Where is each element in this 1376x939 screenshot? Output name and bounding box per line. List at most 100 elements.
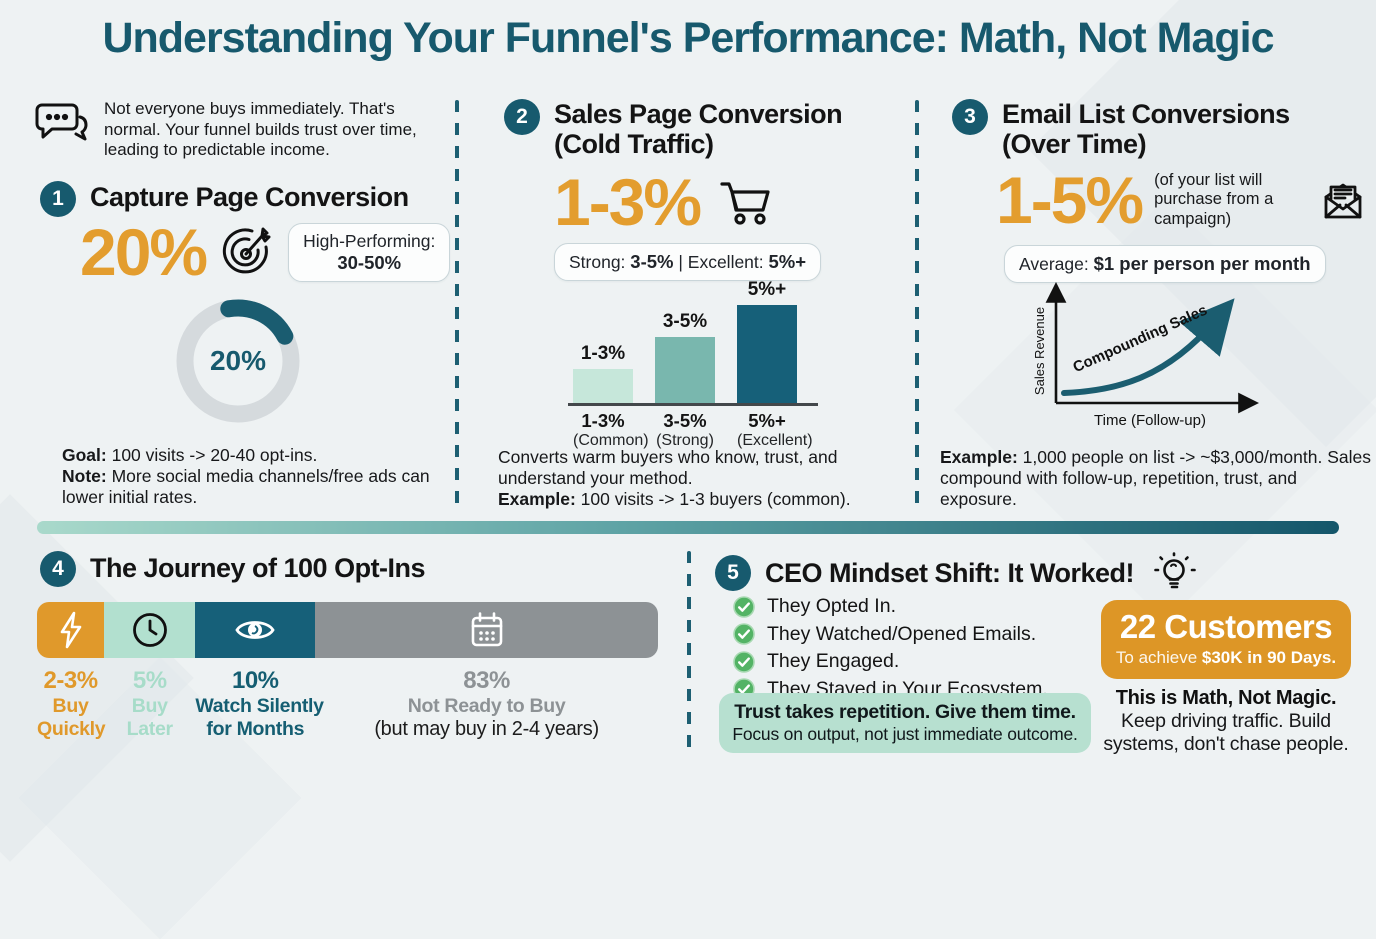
bar-group: 1-3% (573, 343, 633, 403)
metric-value: 1-5% (996, 163, 1144, 237)
journey-label: Quickly (37, 718, 106, 740)
journey-pct: 5% (132, 667, 167, 694)
check-icon (733, 623, 755, 645)
journey-segment (104, 602, 196, 658)
result-title: 22 Customers (1119, 608, 1333, 645)
example-label: Example: (498, 489, 576, 509)
checklist-item-text: They Opted In. (767, 595, 896, 617)
section-number-badge: 1 (40, 181, 76, 217)
heading-line-1: Sales Page Conversion (554, 99, 843, 129)
category-range: 5%+ (748, 410, 786, 431)
goal-note-text: Goal: 100 visits -> 20-40 opt-ins. Note:… (62, 445, 456, 508)
calendar-icon (468, 610, 506, 650)
example-text: 1,000 people on list -> ~$3,000/month. S… (940, 447, 1371, 509)
benchmark-badge: Strong: 3-5% | Excellent: 5%+ (554, 243, 822, 281)
journey-label-group: 5% Buy Later (104, 667, 195, 742)
intro-text: Not everyone buys immediately. That's no… (104, 99, 417, 160)
donut-arc (176, 299, 300, 423)
journey-pct: 83% (463, 667, 510, 694)
donut-chart: 20% (172, 295, 304, 427)
metric-value: 1-3% (554, 165, 702, 239)
note-label: Note: (62, 466, 107, 486)
tip-line-1: Trust takes repetition. Give them time. (734, 701, 1076, 723)
column-divider (915, 100, 919, 508)
shopping-cart-icon (718, 176, 776, 228)
category-tier: (Strong) (656, 432, 714, 449)
bar-value-label: 5%+ (747, 279, 787, 300)
bar-group: 3-5% (655, 311, 715, 403)
email-envelope-icon (1318, 177, 1368, 223)
check-icon (733, 595, 755, 618)
category-tier: (Common) (573, 432, 649, 449)
section-sales-page-conversion: 2 Sales Page Conversion (Cold Traffic) 1… (492, 95, 914, 517)
example-label: Example: (940, 447, 1018, 467)
trust-tip-box: Trust takes repetition. Give them time. … (719, 693, 1091, 753)
benchmark-text: Strong: (569, 252, 631, 272)
section-journey-of-opt-ins: 4 The Journey of 100 Opt-Ins (37, 543, 662, 765)
category-tier: (Excellent) (737, 432, 813, 449)
conversion-bar (573, 369, 633, 403)
conversion-bar (737, 305, 797, 403)
bar-value-label: 3-5% (662, 311, 708, 332)
journey-label: Buy (52, 695, 89, 717)
journey-pct: 10% (231, 667, 279, 694)
result-subtitle-bold: $30K in 90 Days. (1201, 647, 1337, 667)
note-text: More social media channels/free ads can … (62, 466, 430, 507)
journey-segment (195, 602, 316, 658)
closing-text: Keep driving traffic. Build systems, don… (1103, 710, 1349, 756)
benchmark-range: 30-50% (337, 251, 402, 273)
metric-side-note: (of your list will purchase from a campa… (1154, 171, 1274, 228)
benchmark-bold: 3-5% (630, 251, 674, 272)
journey-label: for Months (206, 718, 305, 740)
journey-label-group: 2-3% Buy Quickly (37, 667, 106, 742)
benchmark-text: | Excellent: (673, 252, 769, 272)
journey-pct: 2-3% (43, 667, 99, 694)
goal-text: 100 visits -> 20-40 opt-ins. (106, 445, 318, 465)
journey-stacked-bar (37, 602, 658, 658)
section-ceo-mindset-shift: 5 CEO Mindset Shift: It Worked! They Opt… (705, 543, 1365, 765)
x-axis-line (568, 403, 818, 406)
journey-label: (but may buy in 2-4 years) (374, 718, 599, 740)
section-capture-page-conversion: Not everyone buys immediately. That's no… (30, 95, 451, 517)
section-number-badge: 5 (715, 555, 751, 591)
journey-label: Watch Silently (195, 695, 324, 717)
mindset-checklist: They Opted In. They Watched/Opened Email… (733, 595, 1048, 701)
closing-statement: This is Math, Not Magic. Keep driving tr… (1096, 687, 1356, 757)
bar-category-label: 5%+ (Excellent) (737, 410, 813, 450)
section-divider-bar (37, 521, 1339, 534)
bar-category-label: 3-5% (Strong) (655, 410, 715, 450)
benchmark-bold: $1 per person per month (1093, 253, 1311, 274)
benchmark-badge: Average: $1 per person per month (1004, 245, 1326, 283)
benchmark-badge: High-Performing: 30-50% (288, 222, 451, 282)
journey-label: Not Ready to Buy (407, 695, 566, 717)
journey-label: Later (126, 718, 173, 740)
tip-line-2: Focus on output, not just immediate outc… (732, 724, 1078, 744)
section-heading: The Journey of 100 Opt-Ins (90, 553, 426, 583)
metric-value: 20% (80, 215, 208, 289)
benchmark-label: High-Performing: (303, 230, 436, 251)
curve-annotation: Compounding Sales (1070, 302, 1209, 377)
checklist-item: They Engaged. (733, 650, 1048, 673)
compounding-sales-chart: Sales Revenue Time (Follow-up) Compoundi… (1030, 281, 1270, 439)
journey-segment (37, 602, 105, 658)
closing-bold-line: This is Math, Not Magic. (1115, 687, 1337, 709)
check-icon (733, 650, 755, 673)
checklist-item-text: They Engaged. (767, 650, 900, 672)
benchmark-bold: 5%+ (768, 251, 807, 272)
example-text: 100 visits -> 1-3 buyers (common). (575, 489, 851, 509)
column-divider (687, 551, 691, 755)
bar-group: 5%+ (737, 279, 797, 403)
benchmark-text: Average: (1019, 254, 1094, 274)
checklist-item: They Watched/Opened Emails. (733, 623, 1048, 646)
conversion-bar-chart: 1-3% 3-5% 5%+ 1-3% (Common) (562, 279, 824, 450)
donut-center-label: 20% (209, 345, 267, 376)
lightbulb-icon (1152, 551, 1196, 595)
target-icon (218, 223, 276, 281)
section-number-badge: 2 (504, 99, 540, 135)
goal-label: Goal: (62, 445, 107, 465)
section-number-badge: 3 (952, 99, 988, 135)
section-description: Converts warm buyers who know, trust, an… (498, 447, 912, 510)
journey-labels: 2-3% Buy Quickly 5% Buy Later 10% Watch … (37, 667, 658, 742)
bar-category-label: 1-3% (Common) (573, 410, 649, 450)
section-heading: Email List Conversions (Over Time) (1002, 99, 1290, 159)
